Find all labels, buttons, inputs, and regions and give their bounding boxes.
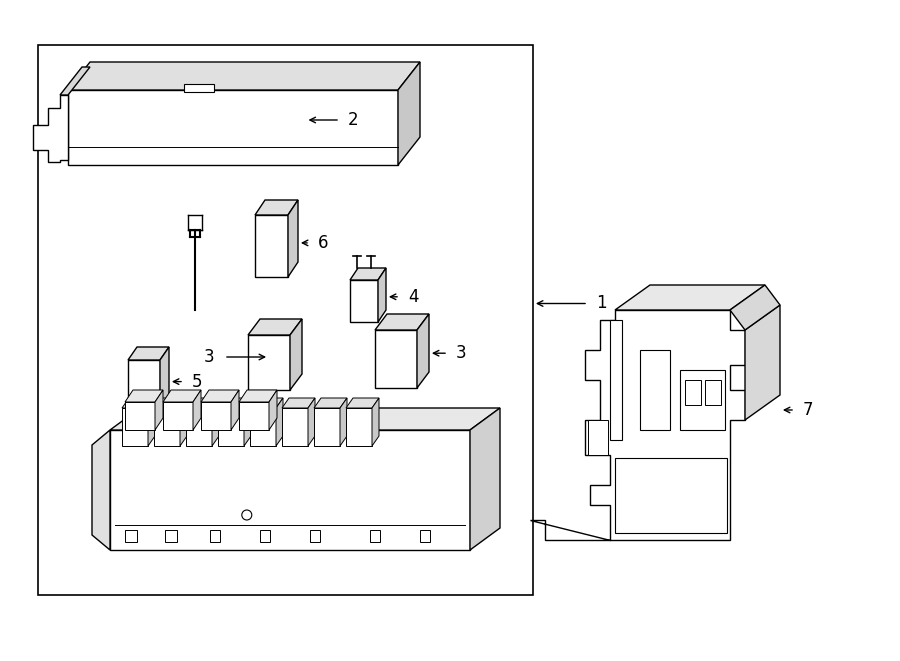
Bar xyxy=(588,420,608,455)
Polygon shape xyxy=(110,408,500,430)
Polygon shape xyxy=(745,305,780,420)
Polygon shape xyxy=(314,398,347,408)
Bar xyxy=(420,530,430,542)
Text: 4: 4 xyxy=(408,288,418,306)
Polygon shape xyxy=(398,62,420,165)
Text: 6: 6 xyxy=(318,234,328,252)
Polygon shape xyxy=(163,390,201,402)
Polygon shape xyxy=(730,285,780,330)
Polygon shape xyxy=(346,398,379,408)
Bar xyxy=(310,530,320,542)
Polygon shape xyxy=(180,398,187,446)
Bar xyxy=(125,402,155,430)
Polygon shape xyxy=(615,285,765,310)
Polygon shape xyxy=(125,390,163,402)
Text: 1: 1 xyxy=(596,295,607,313)
Bar xyxy=(346,408,372,446)
Bar xyxy=(685,380,701,405)
Circle shape xyxy=(242,510,252,520)
Bar xyxy=(610,320,622,440)
Polygon shape xyxy=(350,268,386,280)
Polygon shape xyxy=(308,398,315,446)
Bar xyxy=(375,330,417,388)
Bar xyxy=(163,402,193,430)
Bar xyxy=(128,360,160,408)
Text: 7: 7 xyxy=(803,401,814,419)
Bar xyxy=(255,215,288,277)
Polygon shape xyxy=(375,314,429,330)
Bar xyxy=(370,530,380,542)
Polygon shape xyxy=(60,67,90,95)
Polygon shape xyxy=(255,200,298,215)
Bar xyxy=(38,45,533,595)
Polygon shape xyxy=(282,398,315,408)
Bar xyxy=(640,350,670,430)
Bar xyxy=(184,84,213,92)
Polygon shape xyxy=(186,398,219,408)
Polygon shape xyxy=(128,347,169,360)
Bar xyxy=(201,402,231,430)
Bar xyxy=(110,430,470,550)
Polygon shape xyxy=(290,319,302,390)
Bar xyxy=(260,530,270,542)
Bar xyxy=(239,402,269,430)
Polygon shape xyxy=(239,390,277,402)
Polygon shape xyxy=(288,200,298,277)
Bar xyxy=(250,408,276,446)
Polygon shape xyxy=(193,390,201,430)
Bar xyxy=(680,370,725,430)
Bar xyxy=(210,530,220,542)
Polygon shape xyxy=(378,268,386,322)
Polygon shape xyxy=(276,398,283,446)
Bar xyxy=(122,408,148,446)
Polygon shape xyxy=(530,310,745,540)
Bar xyxy=(218,408,244,446)
Text: 3: 3 xyxy=(456,344,466,362)
Polygon shape xyxy=(160,347,169,408)
Bar xyxy=(705,380,721,405)
Polygon shape xyxy=(201,390,239,402)
Polygon shape xyxy=(372,398,379,446)
Polygon shape xyxy=(68,62,420,90)
Bar xyxy=(615,458,727,533)
Text: 3: 3 xyxy=(203,348,214,366)
Polygon shape xyxy=(250,398,283,408)
Polygon shape xyxy=(231,390,239,430)
Bar xyxy=(125,530,137,542)
Polygon shape xyxy=(92,430,110,550)
Bar xyxy=(282,408,308,446)
Polygon shape xyxy=(154,398,187,408)
Text: 5: 5 xyxy=(192,373,202,391)
Bar xyxy=(68,90,398,165)
Text: 2: 2 xyxy=(348,111,358,129)
Bar xyxy=(314,408,340,446)
Polygon shape xyxy=(417,314,429,388)
Polygon shape xyxy=(470,408,500,550)
Polygon shape xyxy=(218,398,251,408)
Polygon shape xyxy=(122,398,155,408)
Polygon shape xyxy=(340,398,347,446)
Bar xyxy=(248,335,290,390)
Bar xyxy=(154,408,180,446)
Bar xyxy=(165,530,177,542)
Bar xyxy=(350,280,378,322)
Polygon shape xyxy=(248,319,302,335)
Polygon shape xyxy=(244,398,251,446)
Polygon shape xyxy=(269,390,277,430)
Bar xyxy=(186,408,212,446)
Polygon shape xyxy=(212,398,219,446)
Polygon shape xyxy=(155,390,163,430)
Polygon shape xyxy=(148,398,155,446)
Polygon shape xyxy=(33,95,68,162)
